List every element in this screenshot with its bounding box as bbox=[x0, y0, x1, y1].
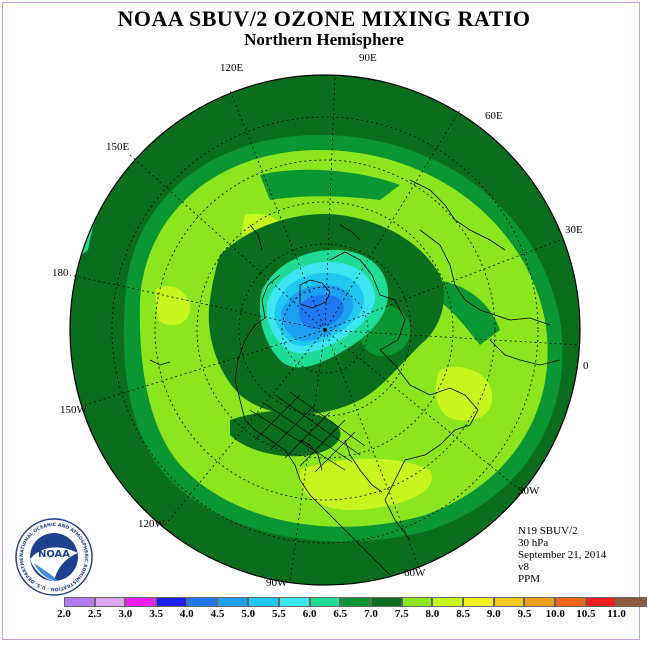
lon-label-60e: 60E bbox=[485, 110, 503, 122]
version-label: v8 bbox=[518, 561, 529, 573]
band-8-0-patch-europe bbox=[435, 367, 493, 421]
lon-label-120w: 120W bbox=[138, 518, 165, 530]
colorbar-swatch bbox=[125, 597, 157, 607]
colorbar-swatch bbox=[248, 597, 279, 607]
logo-text: NOAA bbox=[38, 549, 70, 560]
graticule bbox=[69, 74, 581, 583]
colorbar-tick-label: 8.5 bbox=[456, 608, 470, 620]
map-boundary bbox=[69, 74, 581, 586]
band-4-0-core bbox=[298, 294, 344, 329]
units-label: PPM bbox=[518, 573, 541, 585]
colorbar-tick-label: 8.0 bbox=[425, 608, 440, 620]
lon-label-90e: 90E bbox=[359, 52, 377, 64]
colorbar-swatch bbox=[432, 597, 463, 607]
colorbar-tick-label: 10.5 bbox=[576, 608, 596, 620]
colorbar-swatch bbox=[585, 597, 617, 607]
lon-label-30e: 30E bbox=[565, 224, 583, 236]
colorbar-swatch bbox=[94, 597, 126, 607]
colorbar-swatch bbox=[524, 597, 555, 607]
colorbar-swatch bbox=[64, 597, 95, 607]
lon-label-120e: 120E bbox=[220, 62, 244, 74]
colorbar-tick-label: 2.5 bbox=[87, 608, 102, 620]
colorbar-tick-label: 6.0 bbox=[302, 608, 317, 620]
date-label: September 21, 2014 bbox=[518, 549, 607, 561]
colorbar-tick-label: 5.0 bbox=[241, 608, 256, 620]
colorbar-swatch bbox=[340, 597, 371, 607]
coastlines bbox=[149, 179, 561, 576]
colorbar-tick-label: 2.0 bbox=[57, 608, 71, 620]
colorbar-swatch bbox=[309, 597, 341, 607]
colorbar-swatch bbox=[462, 597, 494, 607]
colorbar-tick-label: 6.5 bbox=[333, 608, 348, 620]
noaa-logo: NATIONAL OCEANIC AND ATMOSPHERIC ADMINIS… bbox=[14, 517, 93, 596]
colorbar-swatch bbox=[616, 597, 648, 607]
colorbar-swatch bbox=[493, 597, 525, 607]
map-subtitle: Northern Hemisphere bbox=[244, 30, 404, 49]
colorbar-swatch bbox=[186, 597, 218, 607]
lon-label-0: 0 bbox=[583, 360, 589, 372]
us-grid bbox=[249, 391, 366, 473]
colorbar-tick-label: 3.5 bbox=[149, 608, 163, 620]
colorbar-ticks: 2.0 2.5 3.0 3.5 4.0 4.5 5.0 5.5 6.0 6.5 7.0 7.5 8.0 8… bbox=[0, 608, 648, 622]
colorbar-swatch bbox=[217, 597, 249, 607]
colorbar-tick-label: 7.0 bbox=[364, 608, 378, 620]
lon-label-90w: 90W bbox=[266, 577, 288, 589]
info-block: N19 SBUV/2 30 hPa September 21, 2014 v8 … bbox=[518, 525, 606, 585]
colorbar-tick-label: 4.0 bbox=[179, 608, 194, 620]
colorbar-swatch bbox=[370, 597, 402, 607]
colorbar-swatch bbox=[278, 597, 310, 607]
colorbar bbox=[64, 597, 648, 607]
lon-label-30w: 30W bbox=[518, 485, 540, 497]
band-8-0-patch-west bbox=[155, 286, 190, 326]
colorbar-tick-label: 9.0 bbox=[486, 608, 501, 620]
colorbar-swatch bbox=[555, 597, 586, 607]
colorbar-tick-label: 9.5 bbox=[517, 608, 532, 620]
colorbar-tick-label: 7.5 bbox=[394, 608, 409, 620]
map-title: NOAA SBUV/2 OZONE MIXING RATIO bbox=[117, 6, 531, 31]
colorbar-tick-label: 10.0 bbox=[545, 608, 565, 620]
colorbar-tick-label: 4.5 bbox=[210, 608, 225, 620]
level-label: 30 hPa bbox=[518, 537, 549, 549]
colorbar-tick-label: 11.0 bbox=[607, 608, 626, 620]
colorbar-tick-label: 5.5 bbox=[272, 608, 286, 620]
colorbar-tick-label: 3.0 bbox=[118, 608, 133, 620]
lon-label-60w: 60W bbox=[404, 567, 426, 579]
colorbar-swatch bbox=[401, 597, 433, 607]
lon-label-150e: 150E bbox=[106, 141, 130, 153]
lon-label-150w: 150W bbox=[60, 404, 87, 416]
lon-label-180: 180 bbox=[52, 267, 69, 279]
satellite-label: N19 SBUV/2 bbox=[518, 525, 578, 537]
colorbar-swatch bbox=[156, 597, 187, 607]
